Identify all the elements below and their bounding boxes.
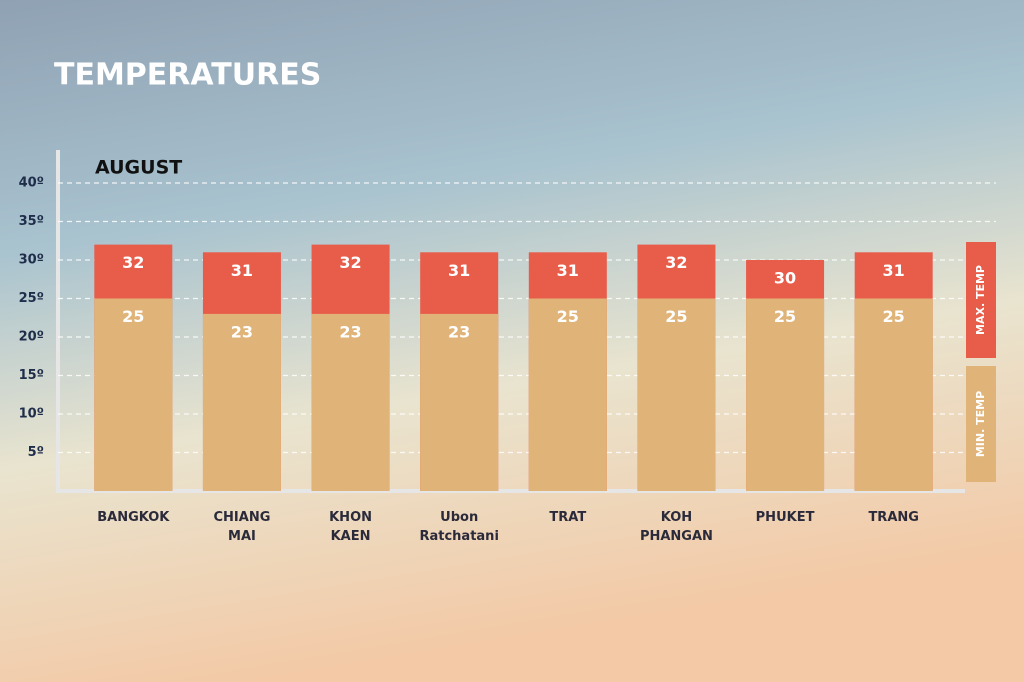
data-label: 25 bbox=[665, 307, 687, 326]
y-tick-label: 20º bbox=[19, 330, 44, 345]
data-label: 32 bbox=[339, 253, 361, 272]
x-tick-label: KOH PHANGAN bbox=[640, 510, 713, 544]
x-tick-label: PHUKET bbox=[756, 510, 815, 525]
data-label: 31 bbox=[883, 261, 905, 280]
x-tick-label: CHIANG MAI bbox=[214, 510, 271, 544]
data-label: 30 bbox=[774, 269, 796, 288]
data-label: 25 bbox=[122, 307, 144, 326]
bar bbox=[746, 298, 825, 491]
bar bbox=[202, 313, 281, 491]
y-tick-label: 10º bbox=[19, 407, 44, 422]
x-tick-label: Ubon Ratchatani bbox=[419, 510, 498, 544]
bar bbox=[420, 313, 499, 491]
bar bbox=[854, 298, 933, 491]
data-label: 25 bbox=[557, 307, 579, 326]
x-tick-label: TRAT bbox=[549, 510, 586, 525]
data-label: 23 bbox=[231, 322, 253, 341]
data-label: 32 bbox=[122, 253, 144, 272]
y-tick-label: 30º bbox=[19, 253, 44, 268]
y-tick-label: 5º bbox=[28, 445, 44, 460]
y-tick-label: 35º bbox=[19, 214, 44, 229]
x-tick-label: BANGKOK bbox=[97, 510, 170, 525]
legend-swatch bbox=[966, 366, 996, 482]
data-label: 25 bbox=[774, 307, 796, 326]
bar bbox=[528, 298, 607, 491]
data-label: 31 bbox=[557, 261, 579, 280]
legend-label: MAX. TEMP bbox=[974, 265, 987, 335]
data-label: 23 bbox=[448, 322, 470, 341]
data-label: 31 bbox=[448, 261, 470, 280]
legend-swatch bbox=[966, 242, 996, 358]
y-tick-label: 40º bbox=[19, 176, 44, 191]
bar bbox=[637, 298, 716, 491]
x-tick-label: TRANG bbox=[868, 510, 919, 525]
chart-title: TEMPERATURES bbox=[54, 58, 321, 93]
data-label: 31 bbox=[231, 261, 253, 280]
y-tick-label: 25º bbox=[19, 291, 44, 306]
data-label: 25 bbox=[883, 307, 905, 326]
chart-subtitle: AUGUST bbox=[95, 157, 182, 179]
legend-label: MIN. TEMP bbox=[974, 391, 987, 457]
data-label: 23 bbox=[339, 322, 361, 341]
bar bbox=[94, 298, 173, 491]
y-tick-label: 15º bbox=[19, 368, 44, 383]
bar bbox=[311, 313, 390, 491]
x-tick-label: KHON KAEN bbox=[329, 510, 372, 544]
data-label: 32 bbox=[665, 253, 687, 272]
